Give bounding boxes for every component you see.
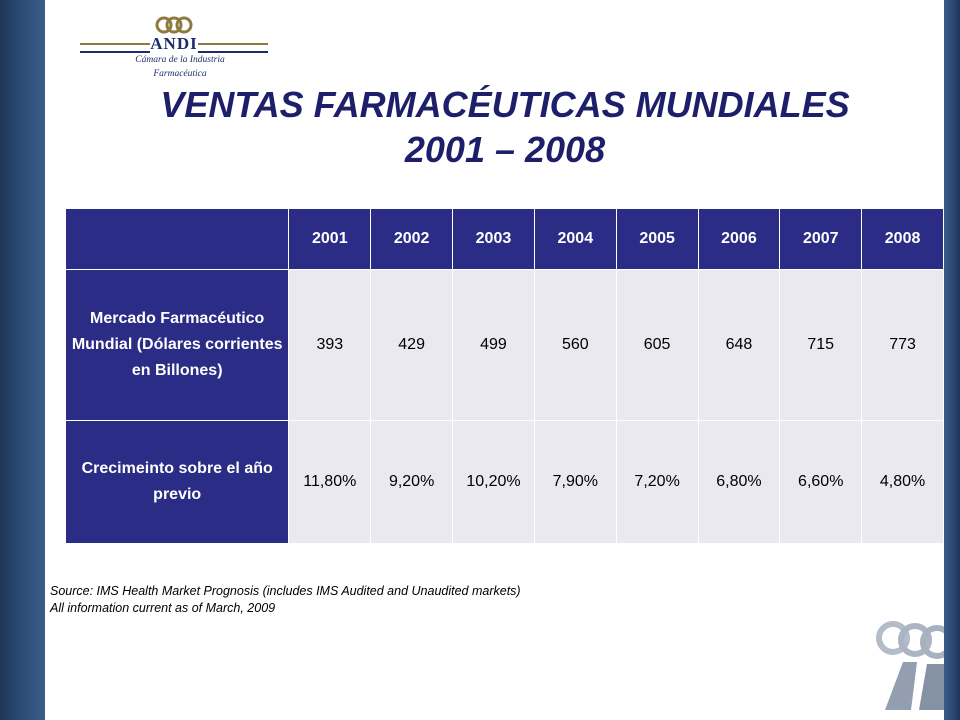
slide: ANDI Cámara de la Industria Farmacéutica… <box>45 0 944 720</box>
table-cell: 560 <box>533 269 617 421</box>
year-header: 2002 <box>370 208 454 270</box>
table-row-growth: Crecimeinto sobre el año previo 11,80% 9… <box>64 420 944 544</box>
table-cell: 773 <box>861 269 944 421</box>
source-line: Source: IMS Health Market Prognosis (inc… <box>50 584 521 598</box>
table-cell: 499 <box>452 269 535 421</box>
table-cell: 393 <box>288 269 372 421</box>
left-decorative-band <box>0 0 45 720</box>
table-cell: 648 <box>697 269 781 421</box>
corner-cell <box>64 208 290 270</box>
table-cell: 4,80% <box>861 420 944 544</box>
header-row: 2001 2002 2003 2004 2005 2006 2007 2008 <box>64 208 944 270</box>
year-header: 2003 <box>452 208 535 270</box>
sales-table: 2001 2002 2003 2004 2005 2006 2007 2008 … <box>64 208 944 544</box>
logo-rule-left <box>80 43 150 53</box>
logo-rule-right <box>198 43 268 53</box>
year-header: 2001 <box>288 208 372 270</box>
title-line1: VENTAS FARMACÉUTICAS MUNDIALES <box>160 84 850 125</box>
logo-rings-icon <box>155 16 193 34</box>
logo-subtitle-line1: Cámara de la Industria <box>135 55 225 65</box>
year-header: 2007 <box>779 208 863 270</box>
table-cell: 7,20% <box>615 420 699 544</box>
table-cell: 10,20% <box>452 420 535 544</box>
row-label-market: Mercado Farmacéutico Mundial (Dólares co… <box>64 269 290 421</box>
table-cell: 429 <box>370 269 454 421</box>
andi-watermark-icon <box>876 621 944 710</box>
right-decorative-band <box>944 0 960 720</box>
table-cell: 6,60% <box>779 420 863 544</box>
table-cell: 11,80% <box>288 420 372 544</box>
logo-subtitle: Cámara de la Industria Farmacéutica <box>125 53 235 81</box>
table-cell: 7,90% <box>533 420 617 544</box>
logo-subtitle-line2: Farmacéutica <box>153 69 207 79</box>
row-label-growth: Crecimeinto sobre el año previo <box>64 420 290 544</box>
year-header: 2006 <box>697 208 781 270</box>
table-cell: 6,80% <box>697 420 781 544</box>
slide-title: VENTAS FARMACÉUTICAS MUNDIALES 2001 – 20… <box>125 82 885 172</box>
andi-logo: ANDI Cámara de la Industria Farmacéutica <box>80 14 268 81</box>
date-note: All information current as of March, 200… <box>50 601 276 615</box>
table-cell: 715 <box>779 269 863 421</box>
year-header: 2008 <box>861 208 944 270</box>
source-note: Source: IMS Health Market Prognosis (inc… <box>50 583 750 617</box>
title-line2: 2001 – 2008 <box>404 129 606 170</box>
logo-wordmark: ANDI <box>150 34 198 53</box>
year-header: 2004 <box>533 208 617 270</box>
year-header: 2005 <box>615 208 699 270</box>
table-cell: 605 <box>615 269 699 421</box>
table-cell: 9,20% <box>370 420 454 544</box>
table-row-market: Mercado Farmacéutico Mundial (Dólares co… <box>64 269 944 421</box>
